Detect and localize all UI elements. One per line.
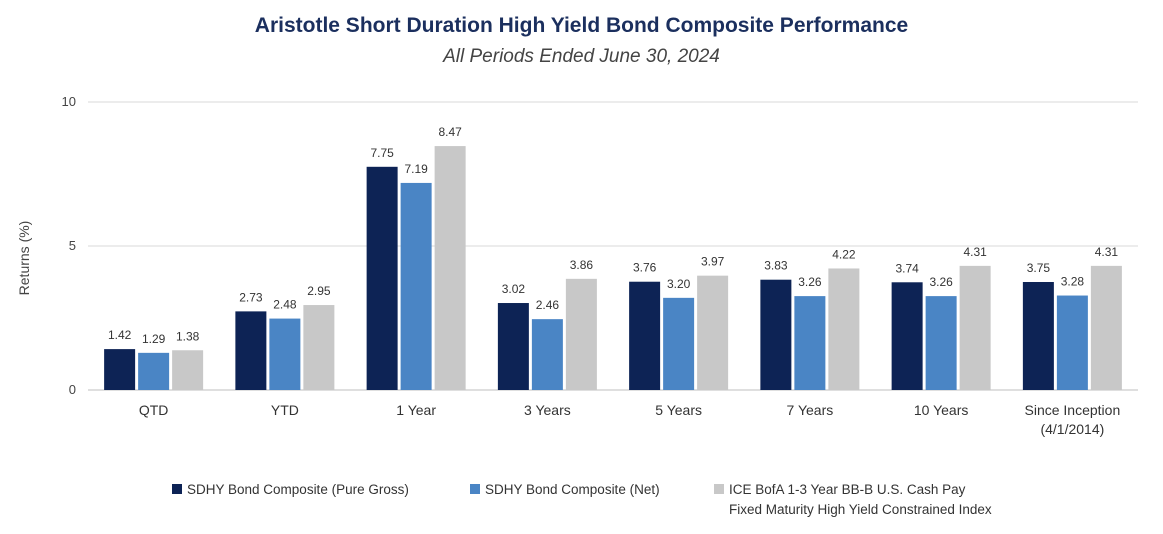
x-tick-label: 7 Years xyxy=(787,402,834,418)
y-tick-label: 0 xyxy=(69,382,76,397)
x-tick-label: YTD xyxy=(271,402,299,418)
bar xyxy=(531,319,563,390)
bar xyxy=(925,296,957,390)
bar xyxy=(1022,282,1054,390)
data-label: 1.29 xyxy=(142,332,166,346)
bar xyxy=(1090,265,1122,390)
data-label: 3.20 xyxy=(667,277,691,291)
data-label: 2.46 xyxy=(536,298,560,312)
data-label: 3.26 xyxy=(798,275,822,289)
data-label: 4.22 xyxy=(832,247,856,261)
data-label: 3.97 xyxy=(701,255,725,269)
chart-subtitle: All Periods Ended June 30, 2024 xyxy=(443,46,720,67)
bar xyxy=(172,350,204,390)
data-label: 4.31 xyxy=(963,245,987,259)
legend-label-index-line2: Fixed Maturity High Yield Constrained In… xyxy=(729,502,992,517)
data-label: 3.02 xyxy=(502,282,526,296)
data-label: 1.42 xyxy=(108,328,132,342)
bar xyxy=(1056,295,1088,390)
chart-title: Aristotle Short Duration High Yield Bond… xyxy=(254,14,909,37)
legend-label-pure-gross: SDHY Bond Composite (Pure Gross) xyxy=(187,482,409,497)
legend-label-index-line1: ICE BofA 1-3 Year BB-B U.S. Cash Pay xyxy=(729,482,966,497)
data-label: 3.26 xyxy=(929,275,953,289)
data-label: 3.28 xyxy=(1061,275,1085,289)
bar xyxy=(891,282,923,390)
bar xyxy=(138,352,170,390)
x-tick-label: Since Inception xyxy=(1025,402,1121,418)
legend-swatch-index xyxy=(714,484,724,494)
data-label: 7.19 xyxy=(404,162,428,176)
x-tick-label: 5 Years xyxy=(655,402,702,418)
legend-item-index: ICE BofA 1-3 Year BB-B U.S. Cash Pay Fix… xyxy=(714,482,992,523)
bar xyxy=(497,303,529,390)
x-tick-label: 10 Years xyxy=(914,402,969,418)
data-label: 2.95 xyxy=(307,284,331,298)
data-label: 3.75 xyxy=(1027,261,1051,275)
x-tick-label: 3 Years xyxy=(524,402,571,418)
bar xyxy=(565,278,597,390)
legend-swatch-net xyxy=(470,484,480,494)
x-tick-label: (4/1/2014) xyxy=(1040,421,1104,437)
data-label: 3.76 xyxy=(633,261,657,275)
y-tick-label: 10 xyxy=(62,94,76,109)
bar xyxy=(697,275,729,390)
data-label: 7.75 xyxy=(370,146,394,160)
legend-label-net: SDHY Bond Composite (Net) xyxy=(485,482,660,497)
data-label: 8.47 xyxy=(438,125,462,139)
bar xyxy=(760,279,792,390)
legend-swatch-pure-gross xyxy=(172,484,182,494)
legend-item-net: SDHY Bond Composite (Net) xyxy=(470,482,660,497)
bar xyxy=(400,182,432,390)
bar xyxy=(663,297,695,390)
bar xyxy=(366,166,398,390)
data-label: 3.74 xyxy=(895,261,919,275)
bar xyxy=(269,318,301,390)
x-tick-label: QTD xyxy=(139,402,169,418)
y-tick-label: 5 xyxy=(69,238,76,253)
data-label: 3.83 xyxy=(764,259,788,273)
data-label: 2.73 xyxy=(239,290,263,304)
bar xyxy=(794,296,826,390)
bar xyxy=(303,305,335,390)
bar xyxy=(104,349,136,390)
bar xyxy=(959,265,991,390)
bar xyxy=(434,146,466,390)
x-tick-label: 1 Year xyxy=(396,402,436,418)
data-label: 1.38 xyxy=(176,329,200,343)
bar xyxy=(828,268,860,390)
bar xyxy=(235,311,267,390)
legend-item-pure-gross: SDHY Bond Composite (Pure Gross) xyxy=(172,482,409,497)
data-label: 2.48 xyxy=(273,298,297,312)
bar xyxy=(629,281,661,390)
data-label: 3.86 xyxy=(570,258,594,272)
data-label: 4.31 xyxy=(1095,245,1119,259)
